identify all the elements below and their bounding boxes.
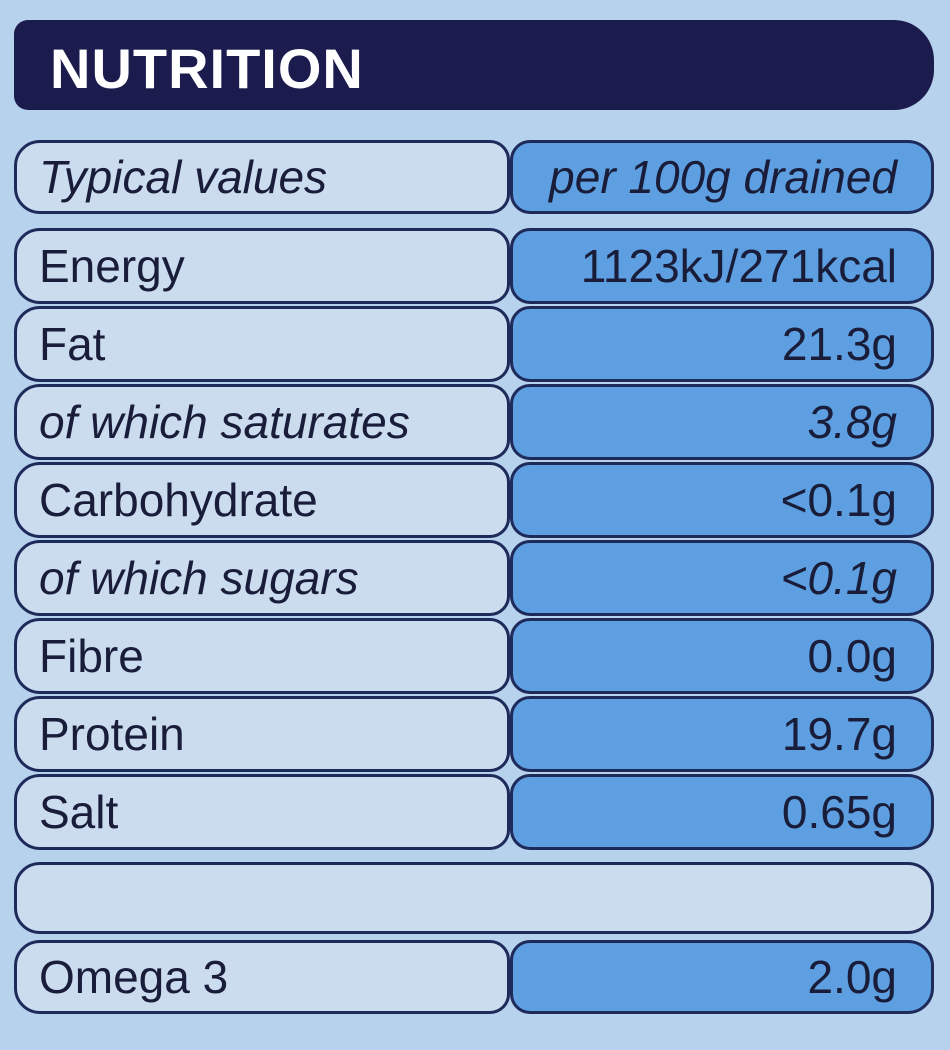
label-cell: Energy <box>14 228 510 304</box>
value-cell: 21.3g <box>510 306 934 382</box>
value-cell: 1123kJ/271kcal <box>510 228 934 304</box>
label-cell: Salt <box>14 774 510 850</box>
table-row: Salt 0.65g <box>14 774 934 850</box>
table-row: of which saturates 3.8g <box>14 384 934 460</box>
table-row: Fat 21.3g <box>14 306 934 382</box>
value-cell: 19.7g <box>510 696 934 772</box>
value-cell: <0.1g <box>510 462 934 538</box>
label-cell: Fibre <box>14 618 510 694</box>
value-cell: 2.0g <box>510 940 934 1014</box>
table-row: Typical values per 100g drained <box>14 140 934 214</box>
label-cell: Carbohydrate <box>14 462 510 538</box>
label-cell: Protein <box>14 696 510 772</box>
header-bar: NUTRITION <box>14 20 934 110</box>
empty-row <box>14 862 934 934</box>
value-cell: 0.65g <box>510 774 934 850</box>
table-row: Energy 1123kJ/271kcal <box>14 228 934 304</box>
value-cell: 3.8g <box>510 384 934 460</box>
table-row: of which sugars <0.1g <box>14 540 934 616</box>
label-cell: Typical values <box>14 140 510 214</box>
title: NUTRITION <box>50 37 364 100</box>
table-row: Omega 3 2.0g <box>14 940 934 1014</box>
label-cell: Fat <box>14 306 510 382</box>
value-cell: per 100g drained <box>510 140 934 214</box>
label-cell: Omega 3 <box>14 940 510 1014</box>
label-cell: of which saturates <box>14 384 510 460</box>
table-row: Protein 19.7g <box>14 696 934 772</box>
table-row: Fibre 0.0g <box>14 618 934 694</box>
table-row: Carbohydrate <0.1g <box>14 462 934 538</box>
value-cell: 0.0g <box>510 618 934 694</box>
value-cell: <0.1g <box>510 540 934 616</box>
label-cell: of which sugars <box>14 540 510 616</box>
